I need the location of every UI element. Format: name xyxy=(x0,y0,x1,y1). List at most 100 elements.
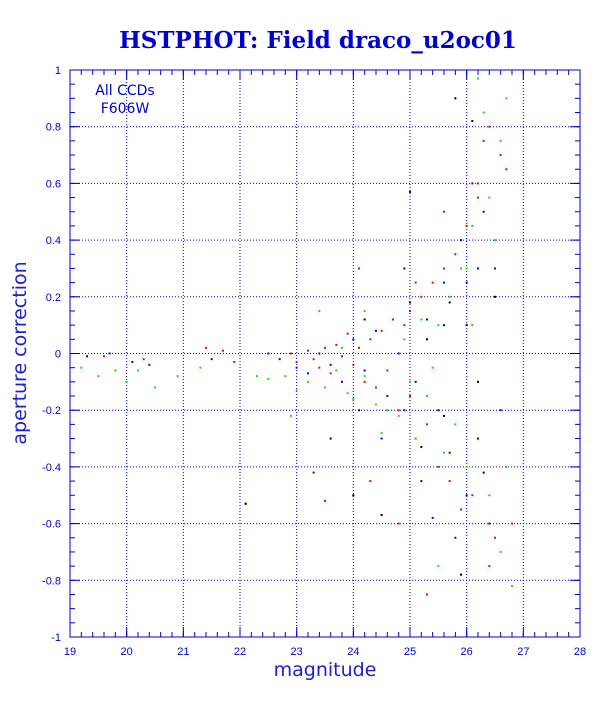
y-axis-label: aperture correction xyxy=(9,261,31,444)
y-tick-label: 1 xyxy=(55,65,61,77)
data-point xyxy=(256,375,258,378)
data-point xyxy=(414,437,417,440)
x-axis-label: magnitude xyxy=(274,659,377,681)
data-point xyxy=(494,295,496,298)
x-tick-label: 23 xyxy=(291,646,303,658)
data-point xyxy=(267,352,270,355)
data-point xyxy=(443,451,445,454)
data-point xyxy=(403,338,406,341)
x-tick-label: 21 xyxy=(177,646,189,658)
data-point xyxy=(488,522,491,525)
data-point xyxy=(114,369,117,372)
data-point xyxy=(341,380,343,383)
data-point xyxy=(437,565,440,568)
data-point xyxy=(482,471,485,474)
data-point xyxy=(176,375,179,378)
data-point xyxy=(511,584,513,587)
data-point xyxy=(494,536,496,539)
data-point xyxy=(397,352,400,355)
x-tick-label: 22 xyxy=(234,646,246,658)
data-point xyxy=(471,324,474,327)
data-point xyxy=(482,210,485,213)
data-point xyxy=(454,536,457,539)
data-point xyxy=(386,369,389,372)
data-point xyxy=(471,224,474,227)
data-point xyxy=(363,369,366,372)
data-point xyxy=(210,358,213,361)
data-point xyxy=(335,343,338,346)
data-point xyxy=(329,363,332,366)
data-point xyxy=(443,267,445,270)
data-point xyxy=(386,395,389,398)
data-point xyxy=(431,281,434,284)
data-point xyxy=(403,409,406,412)
x-tick-label: 19 xyxy=(64,646,76,658)
y-tick-label: -1 xyxy=(51,632,61,644)
data-point xyxy=(454,97,457,100)
data-point xyxy=(307,349,309,352)
data-point xyxy=(477,182,479,185)
data-point xyxy=(420,295,423,298)
data-point xyxy=(426,395,428,398)
data-point xyxy=(426,338,428,341)
data-point xyxy=(420,446,423,449)
data-point xyxy=(403,267,406,270)
data-point xyxy=(97,375,100,378)
data-point xyxy=(352,363,355,366)
data-point xyxy=(312,471,315,474)
data-point xyxy=(290,352,292,355)
data-point xyxy=(380,329,383,332)
data-point xyxy=(290,414,292,417)
data-point xyxy=(426,593,428,596)
data-point xyxy=(363,309,366,312)
data-point xyxy=(426,423,428,426)
data-point xyxy=(460,508,462,511)
data-point xyxy=(448,295,451,298)
data-point xyxy=(494,239,496,242)
data-point xyxy=(448,301,451,304)
tick-labels: 19 20 21 22 23 24 25 26 27 28 -1 -0.8 -0.6 -0.4 -0.2 0 0… xyxy=(42,65,586,658)
data-point xyxy=(341,346,343,349)
data-point xyxy=(318,366,321,369)
data-point xyxy=(471,120,474,123)
data-point xyxy=(482,139,485,142)
y-tick-label: 0.4 xyxy=(46,235,61,247)
x-tick-label: 24 xyxy=(347,646,359,658)
data-point xyxy=(477,77,479,80)
y-tick-label: -0.4 xyxy=(42,462,61,474)
data-point xyxy=(307,380,309,383)
data-point xyxy=(137,369,139,372)
data-point xyxy=(477,267,479,270)
data-point xyxy=(358,346,360,349)
data-point xyxy=(488,196,491,199)
data-point xyxy=(86,355,88,358)
data-point xyxy=(409,190,411,193)
data-point xyxy=(369,338,372,341)
data-point xyxy=(505,168,508,171)
data-point xyxy=(346,332,349,335)
data-point xyxy=(307,372,309,375)
data-point xyxy=(431,516,434,519)
data-point xyxy=(233,361,236,364)
data-point xyxy=(397,409,400,412)
data-point xyxy=(499,550,502,553)
data-point xyxy=(324,499,326,502)
data-point xyxy=(488,494,491,497)
data-point xyxy=(443,210,445,213)
data-point xyxy=(346,392,349,395)
data-point xyxy=(465,281,468,284)
data-point xyxy=(312,358,315,361)
data-point xyxy=(108,352,111,355)
data-point xyxy=(460,239,462,242)
data-point xyxy=(103,355,105,358)
data-point xyxy=(403,324,406,327)
data-point xyxy=(431,366,434,369)
data-point xyxy=(499,409,502,412)
data-point xyxy=(443,324,445,327)
annotation-ccds: All CCDs xyxy=(95,83,154,99)
data-point xyxy=(154,386,156,389)
data-point xyxy=(335,369,338,372)
data-point xyxy=(341,355,343,358)
x-tick-label: 27 xyxy=(517,646,529,658)
